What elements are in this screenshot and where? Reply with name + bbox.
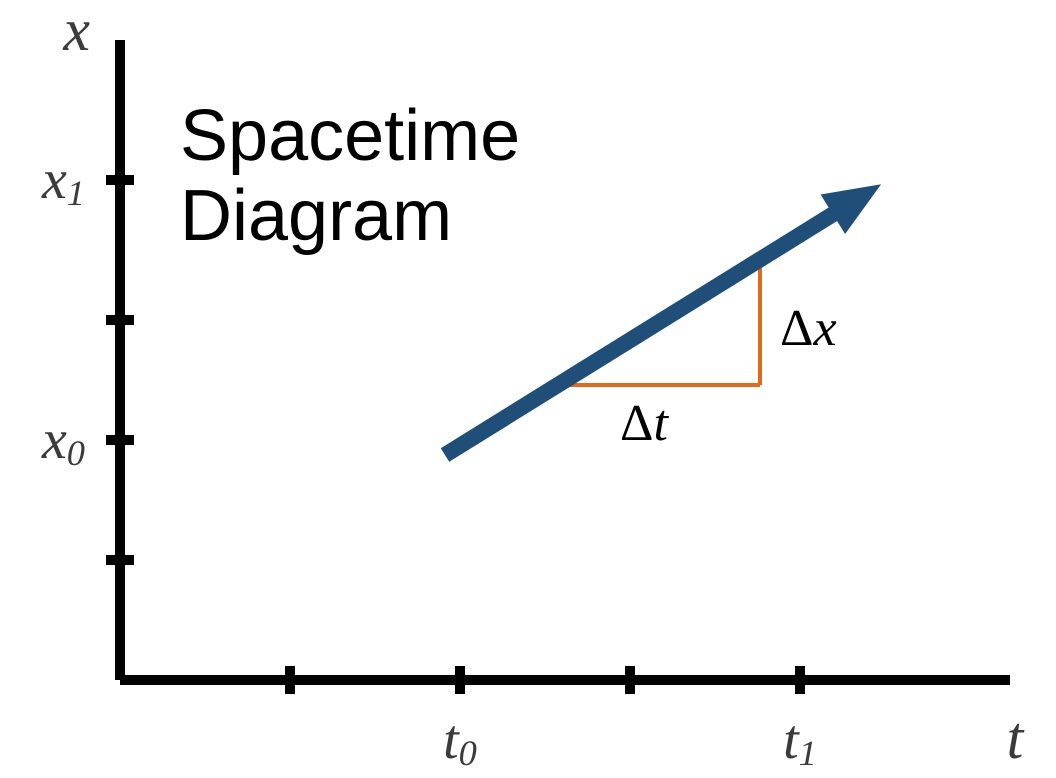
y-axis-label: x — [62, 0, 90, 63]
diagram-title-line1: Spacetime — [180, 96, 520, 176]
spacetime-diagram: t0t1x0x1txSpacetimeDiagramΔtΔx — [0, 0, 1056, 778]
delta-x-label: Δx — [780, 300, 837, 357]
x-axis-label: t — [1007, 705, 1025, 771]
background — [0, 0, 1056, 778]
delta-t-label: Δt — [620, 395, 669, 452]
diagram-title-line2: Diagram — [180, 176, 452, 256]
